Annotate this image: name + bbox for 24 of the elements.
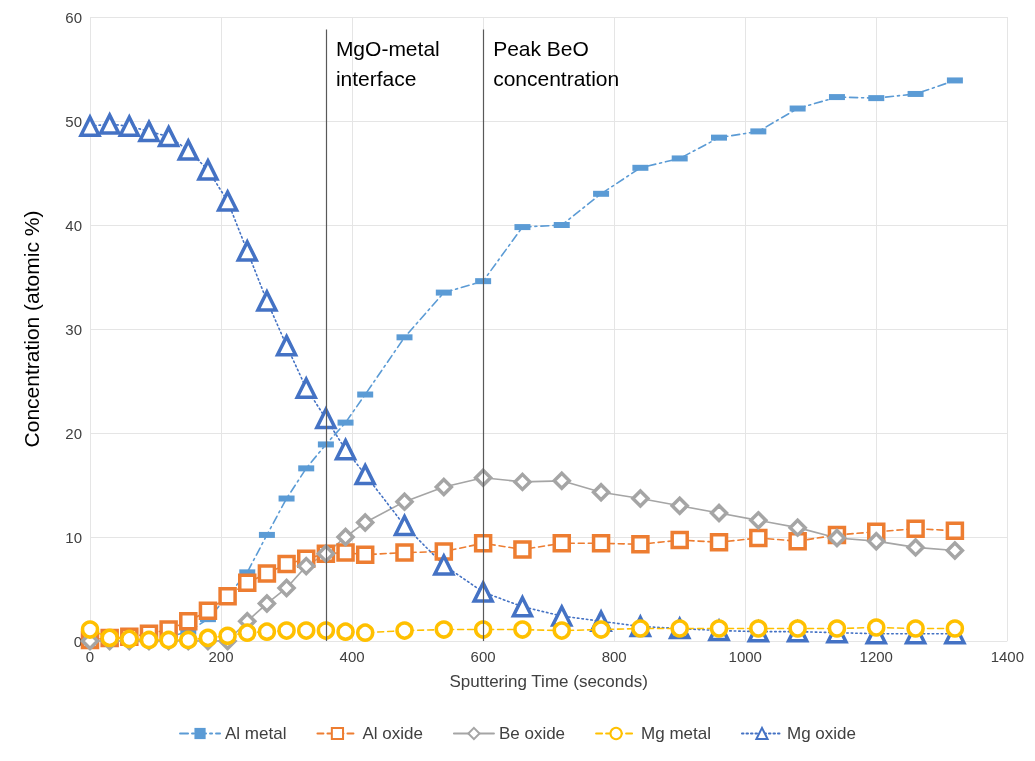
y-axis-title: Concentration (atomic %) — [20, 210, 43, 448]
x-tick-label: 1000 — [728, 648, 762, 665]
legend-label: Mg metal — [641, 724, 711, 743]
x-tick-label: 0 — [85, 648, 95, 665]
y-tick-label: 40 — [65, 216, 82, 234]
ref-line-label: MgO-metal interface — [335, 36, 446, 90]
y-tick-label: 60 — [65, 8, 82, 26]
y-tick-label: 0 — [73, 632, 82, 650]
x-tick-label: 600 — [470, 648, 496, 665]
y-tick-label: 50 — [65, 112, 82, 130]
legend-label: Be oxide — [498, 724, 566, 743]
y-tick-label: 10 — [65, 528, 82, 546]
ref-line-label: Peak BeO concentration — [493, 36, 620, 90]
x-tick-label: 1200 — [859, 648, 893, 665]
x-tick-label: 1400 — [990, 648, 1024, 665]
legend-label: Mg oxide — [786, 724, 856, 743]
legend-label: Al metal — [225, 724, 287, 743]
y-tick-label: 30 — [65, 320, 82, 338]
legend-label: Al oxide — [362, 724, 423, 743]
x-axis-title: Sputtering Time (seconds) — [449, 672, 648, 691]
x-tick-label: 800 — [601, 648, 627, 665]
y-tick-label: 20 — [65, 424, 82, 442]
x-tick-label: 400 — [339, 648, 365, 665]
x-tick-label: 200 — [208, 648, 234, 665]
